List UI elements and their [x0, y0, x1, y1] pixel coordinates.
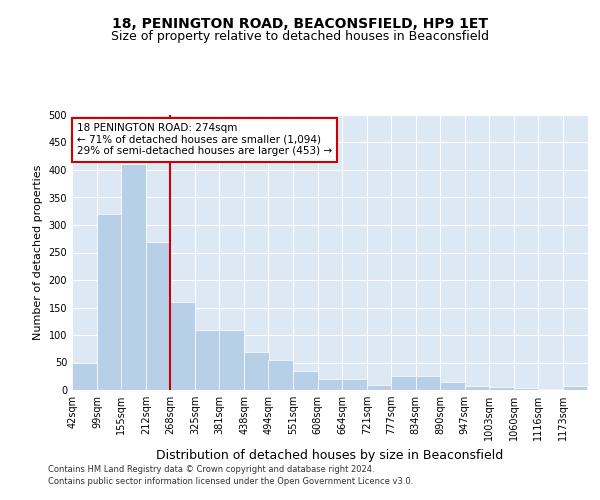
Bar [195, 330, 220, 390]
Bar [244, 352, 269, 390]
Bar [220, 330, 244, 390]
Bar [268, 360, 293, 390]
Y-axis label: Number of detached properties: Number of detached properties [33, 165, 43, 340]
Bar [489, 387, 514, 390]
Bar [465, 386, 490, 390]
Text: Contains HM Land Registry data © Crown copyright and database right 2024.: Contains HM Land Registry data © Crown c… [48, 466, 374, 474]
Bar [563, 386, 587, 390]
Bar [367, 384, 391, 390]
X-axis label: Distribution of detached houses by size in Beaconsfield: Distribution of detached houses by size … [157, 448, 503, 462]
Bar [293, 371, 317, 390]
Text: 18 PENINGTON ROAD: 274sqm
← 71% of detached houses are smaller (1,094)
29% of se: 18 PENINGTON ROAD: 274sqm ← 71% of detac… [77, 123, 332, 156]
Bar [514, 388, 538, 390]
Bar [318, 379, 343, 390]
Bar [146, 242, 170, 390]
Text: 18, PENINGTON ROAD, BEACONSFIELD, HP9 1ET: 18, PENINGTON ROAD, BEACONSFIELD, HP9 1E… [112, 18, 488, 32]
Text: Contains public sector information licensed under the Open Government Licence v3: Contains public sector information licen… [48, 477, 413, 486]
Bar [170, 302, 195, 390]
Bar [97, 214, 122, 390]
Bar [416, 376, 440, 390]
Bar [342, 379, 367, 390]
Bar [73, 362, 97, 390]
Text: Size of property relative to detached houses in Beaconsfield: Size of property relative to detached ho… [111, 30, 489, 43]
Bar [391, 376, 416, 390]
Bar [121, 164, 146, 390]
Bar [440, 382, 464, 390]
